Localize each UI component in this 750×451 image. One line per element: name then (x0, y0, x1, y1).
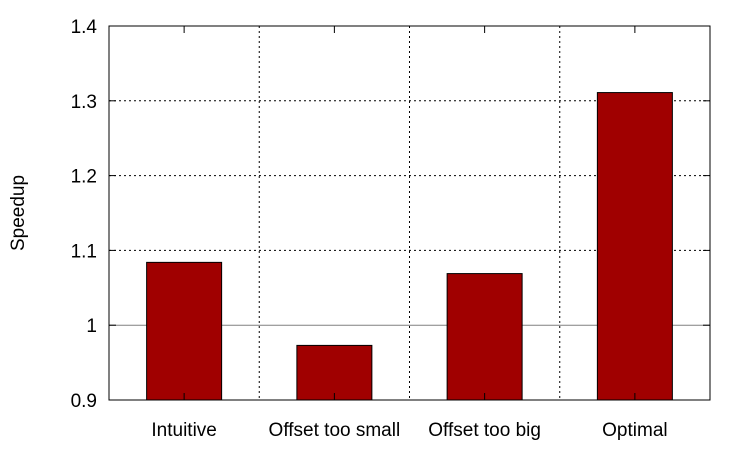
y-axis-ticks: 0.9 1 1.1 1.2 1.3 1.4 (71, 17, 710, 412)
bar-intuitive (146, 261, 223, 401)
bar-offset-too-small (296, 344, 373, 401)
x-tick-label: Optimal (602, 420, 667, 441)
bar-optimal (596, 92, 673, 401)
y-tick-label: 1.3 (71, 92, 97, 113)
y-tick-label: 1.1 (71, 241, 97, 262)
y-tick-label: 1 (86, 316, 97, 337)
bar-offset-too-big (446, 273, 523, 401)
plot-frame (108, 25, 711, 401)
x-tick-label: Intuitive (151, 420, 216, 441)
x-tick-label: Offset too big (428, 420, 541, 441)
y-tick-label: 0.9 (71, 391, 97, 412)
x-axis-ticks: Intuitive Offset too small Offset too big O… (151, 26, 668, 441)
x-tick-label: Offset too small (269, 420, 401, 441)
y-tick-label: 1.4 (71, 17, 98, 38)
y-tick-label: 1.2 (71, 167, 97, 188)
bars (146, 92, 673, 401)
y-axis-title: Speedup (8, 175, 29, 251)
